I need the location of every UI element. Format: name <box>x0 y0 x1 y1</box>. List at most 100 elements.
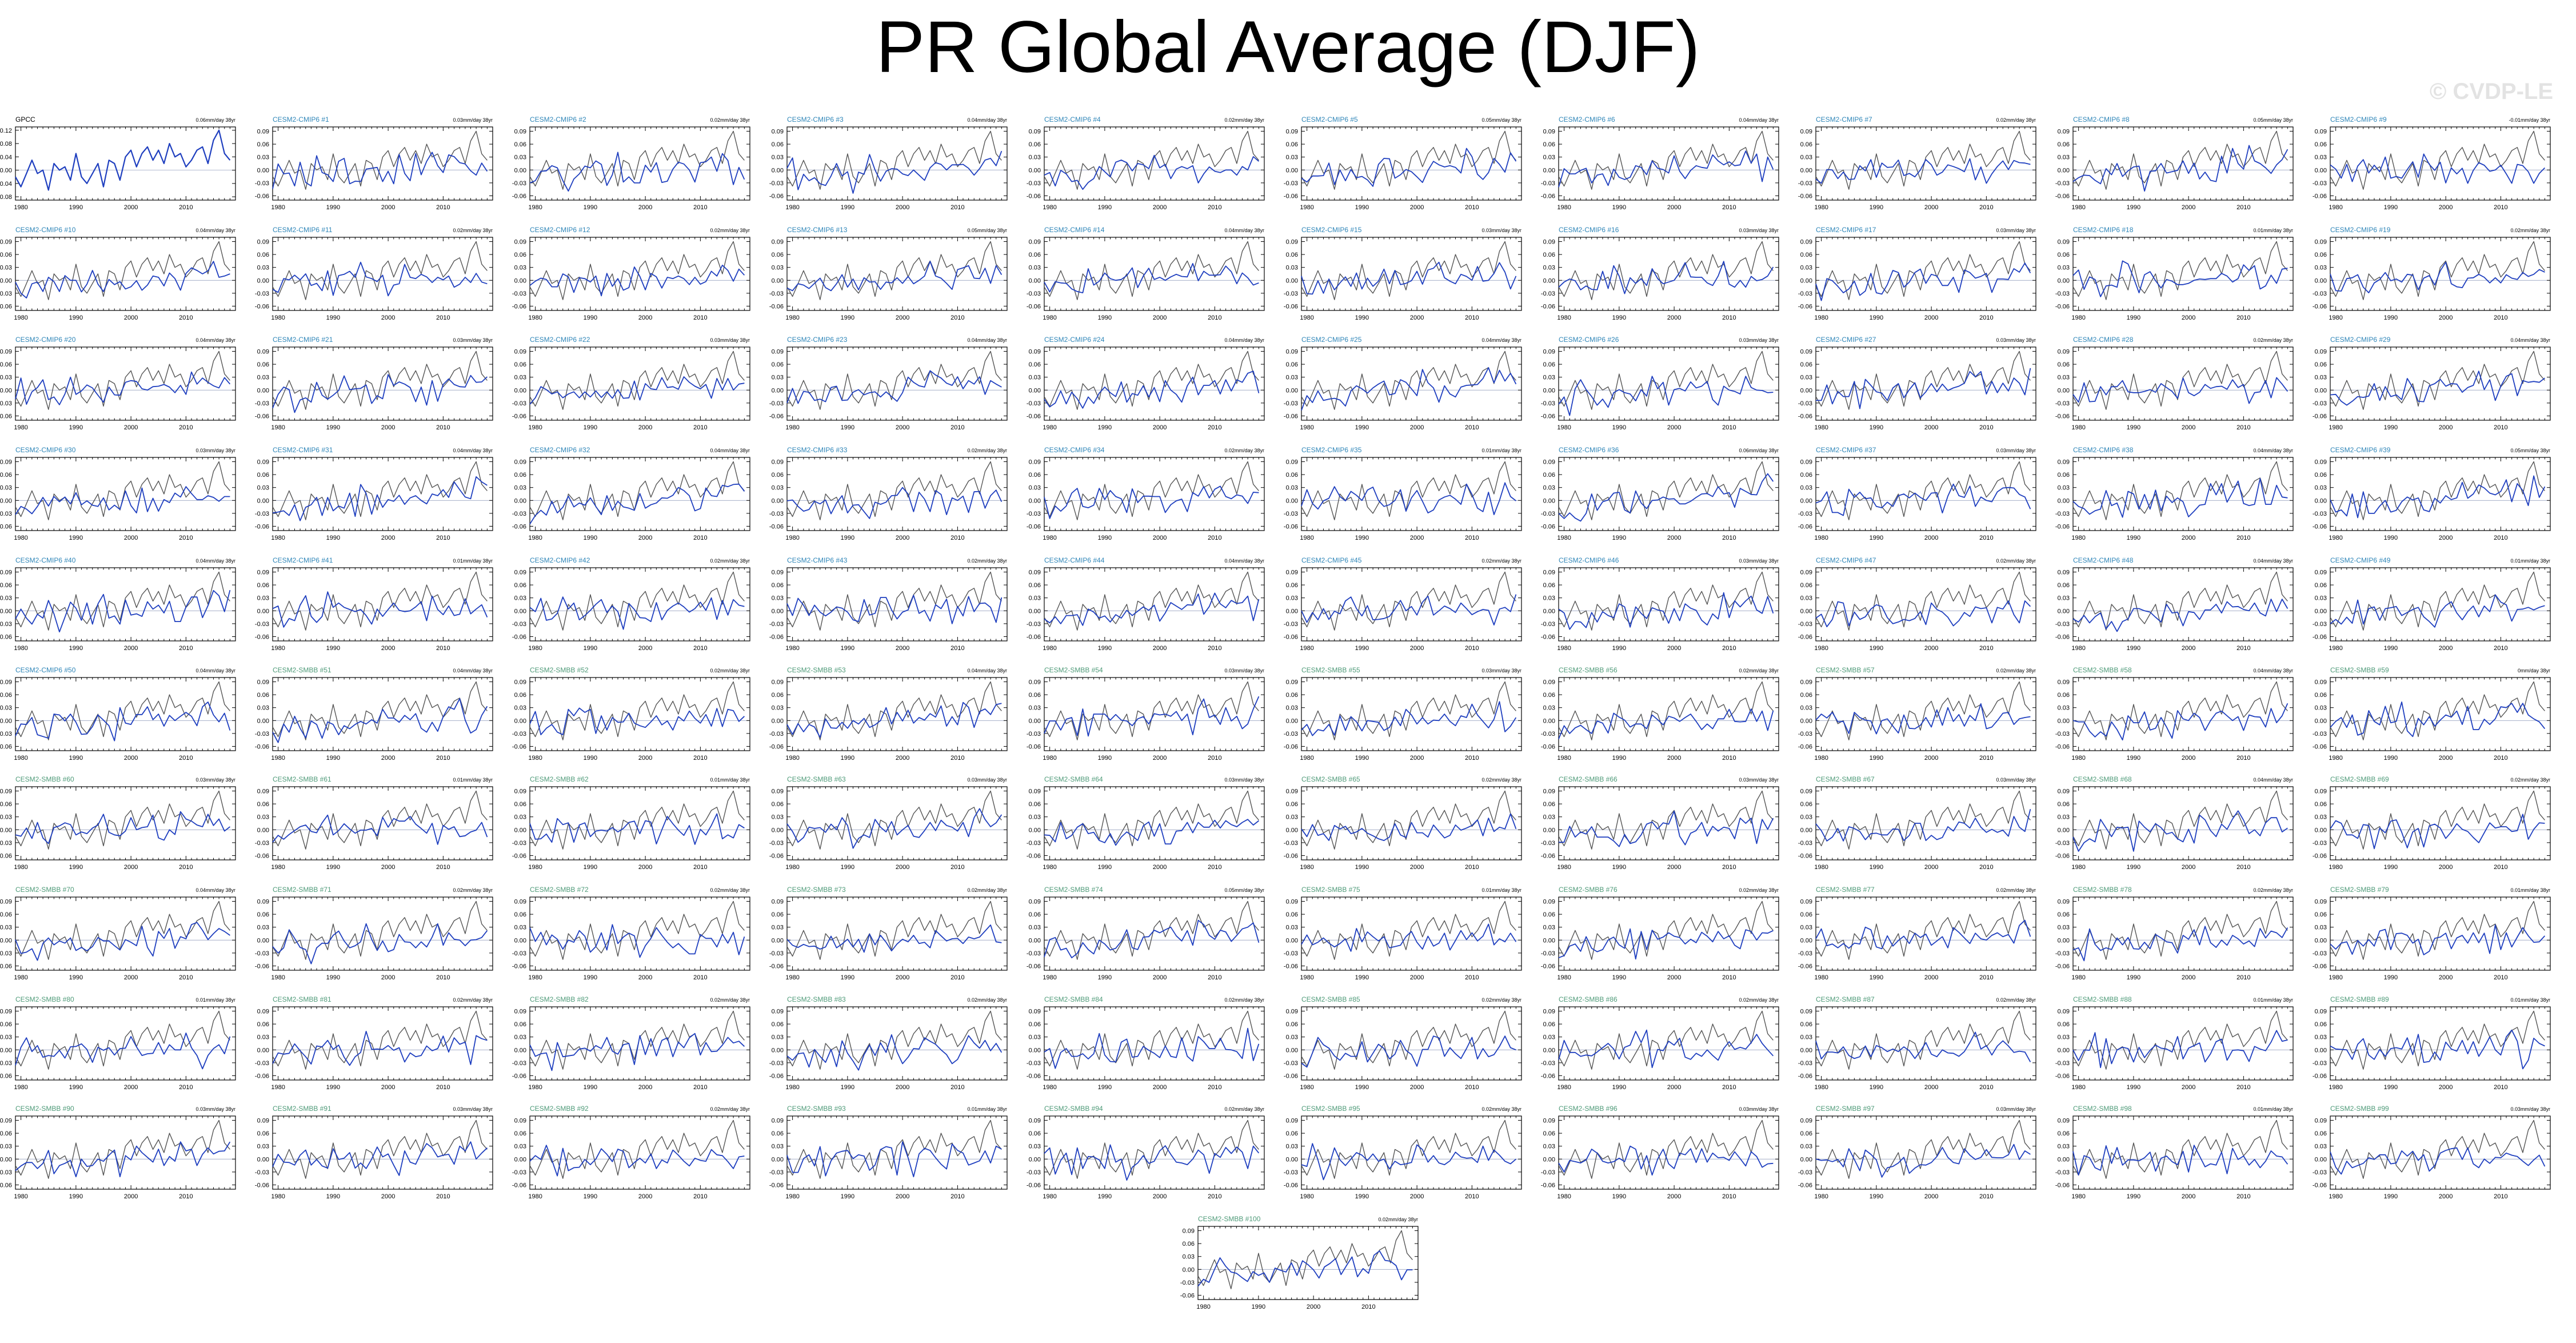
panel-member-13: CESM2-CMIP6 #13 0.05mm/day 38yr 0.09 0.06 0.… <box>769 226 1008 321</box>
x-tick-label: 2000 <box>1924 424 1938 431</box>
y-tick-label: 0.09 <box>1029 129 1041 136</box>
y-tick-label: 0.09 <box>1800 129 1812 136</box>
panel-member-27: CESM2-CMIP6 #27 0.03mm/day 38yr 0.09 0.06 0.… <box>1798 336 2036 431</box>
x-tick-label: 1980 <box>271 645 285 652</box>
x-tick-label: 2010 <box>1208 645 1221 652</box>
y-tick-label: -0.06 <box>255 633 269 640</box>
x-tick-label: 2010 <box>1465 645 1479 652</box>
observation-line <box>529 350 745 410</box>
x-tick-label: 2000 <box>381 314 395 321</box>
y-tick-label: 0.09 <box>514 569 526 576</box>
x-tick-label: 1980 <box>528 314 542 321</box>
x-tick-label: 2010 <box>2236 204 2250 211</box>
observation-line <box>529 571 745 631</box>
x-tick-label: 2000 <box>381 424 395 431</box>
y-tick-label: 0.09 <box>1800 349 1812 356</box>
panel-trend-label: 0.04mm/day 38yr <box>195 558 235 564</box>
x-tick-label: 2010 <box>179 535 193 541</box>
y-tick-label: 0.00 <box>2058 497 2070 504</box>
x-tick-label: 1980 <box>528 535 542 541</box>
y-tick-label: -0.06 <box>512 523 526 530</box>
y-tick-label: 0.09 <box>1286 129 1298 136</box>
panel-trend-label: 0.04mm/day 38yr <box>195 337 235 343</box>
panel-trend-label: 0.04mm/day 38yr <box>1224 228 1264 233</box>
y-tick-label: -0.03 <box>512 180 526 187</box>
x-tick-label: 2000 <box>2182 424 2195 431</box>
observation-line <box>2330 241 2545 300</box>
y-tick-label: -0.03 <box>1798 180 1812 187</box>
y-tick-label: 0.09 <box>2058 129 2070 136</box>
y-tick-label: 0.00 <box>772 167 784 174</box>
panel-member-38: CESM2-CMIP6 #38 0.04mm/day 38yr 0.09 0.06 0.… <box>2055 446 2294 541</box>
y-tick-label: 0.03 <box>2058 265 2070 272</box>
y-tick-label: 0.03 <box>772 595 784 602</box>
x-tick-label: 2000 <box>896 314 909 321</box>
y-tick-label: 0.09 <box>0 459 12 466</box>
y-tick-label: 0.06 <box>1286 472 1298 479</box>
y-tick-label: 0.03 <box>1029 485 1041 492</box>
y-tick-label: -0.06 <box>255 303 269 310</box>
panel-trend-label: 0.03mm/day 38yr <box>1481 228 1521 233</box>
x-tick-label: 2010 <box>950 535 964 541</box>
x-tick-label: 2010 <box>1465 314 1479 321</box>
x-tick-label: 1990 <box>2384 204 2398 211</box>
observation-line <box>1044 241 1259 300</box>
x-tick-label: 1990 <box>1612 535 1626 541</box>
x-tick-label: 1990 <box>841 314 854 321</box>
y-tick-label: 0.06 <box>2315 252 2327 258</box>
y-tick-label: 0.09 <box>257 349 269 356</box>
ensemble-member-line <box>529 265 745 297</box>
y-tick-label: 0.09 <box>2058 239 2070 246</box>
y-tick-label: -0.06 <box>1798 193 1812 200</box>
y-tick-label: 0.03 <box>1800 374 1812 381</box>
x-tick-label: 2010 <box>1208 424 1221 431</box>
y-tick-label: -0.06 <box>512 633 526 640</box>
x-tick-label: 1990 <box>1098 424 1112 431</box>
x-tick-label: 1980 <box>528 424 542 431</box>
y-tick-label: 0.06 <box>1800 361 1812 368</box>
y-tick-label: -0.06 <box>769 633 784 640</box>
y-tick-label: 0.00 <box>1286 277 1298 284</box>
ensemble-member-line <box>786 150 1003 194</box>
x-tick-label: 1980 <box>271 535 285 541</box>
panel-trend-label: 0.05mm/day 38yr <box>2510 448 2550 453</box>
x-tick-label: 2010 <box>2494 424 2507 431</box>
x-tick-label: 2010 <box>2236 535 2250 541</box>
y-tick-label: 0.06 <box>514 252 526 258</box>
x-tick-label: 2010 <box>1208 204 1221 211</box>
observation-line <box>1301 571 1516 631</box>
y-tick-label: -0.03 <box>1284 511 1298 517</box>
y-tick-label: 0.00 <box>257 167 269 174</box>
y-tick-label: -0.06 <box>769 303 784 310</box>
y-tick-label: 0.06 <box>2315 472 2327 479</box>
y-tick-label: 0.09 <box>1029 349 1041 356</box>
panel-title: CESM2-CMIP6 #24 <box>1044 336 1105 344</box>
ensemble-member-line <box>529 152 745 192</box>
y-tick-label: 0.00 <box>0 497 12 504</box>
x-tick-label: 2000 <box>1153 204 1167 211</box>
y-tick-label: 0.03 <box>257 485 269 492</box>
x-tick-label: 2000 <box>896 535 909 541</box>
x-tick-label: 2000 <box>2182 535 2195 541</box>
ensemble-member-line <box>2072 260 2288 297</box>
y-tick-label: 0.12 <box>0 127 12 134</box>
y-tick-label: 0.03 <box>2315 154 2327 161</box>
observation-line <box>2072 130 2288 190</box>
observation-line <box>15 350 230 410</box>
y-tick-label: 0.09 <box>1286 569 1298 576</box>
y-tick-label: 0.06 <box>2058 361 2070 368</box>
x-tick-label: 1980 <box>271 314 285 321</box>
y-tick-label: 0.00 <box>2315 167 2327 174</box>
panel-member-19: CESM2-CMIP6 #19 0.02mm/day 38yr 0.09 0.06 0.… <box>2313 226 2551 321</box>
y-tick-label: 0.09 <box>2058 459 2070 466</box>
x-tick-label: 1980 <box>785 424 799 431</box>
panel-title: CESM2-CMIP6 #38 <box>2073 446 2134 454</box>
y-tick-label: 0.03 <box>514 265 526 272</box>
panel-trend-label: 0.01mm/day 38yr <box>453 558 493 564</box>
y-tick-label: 0.09 <box>1543 349 1555 356</box>
y-tick-label: -0.06 <box>2055 303 2070 310</box>
panel-member-12: CESM2-CMIP6 #12 0.02mm/day 38yr 0.09 0.06 0.… <box>512 226 750 321</box>
y-tick-label: -0.03 <box>512 621 526 628</box>
x-tick-label: 2010 <box>2236 314 2250 321</box>
x-tick-label: 1990 <box>1098 204 1112 211</box>
